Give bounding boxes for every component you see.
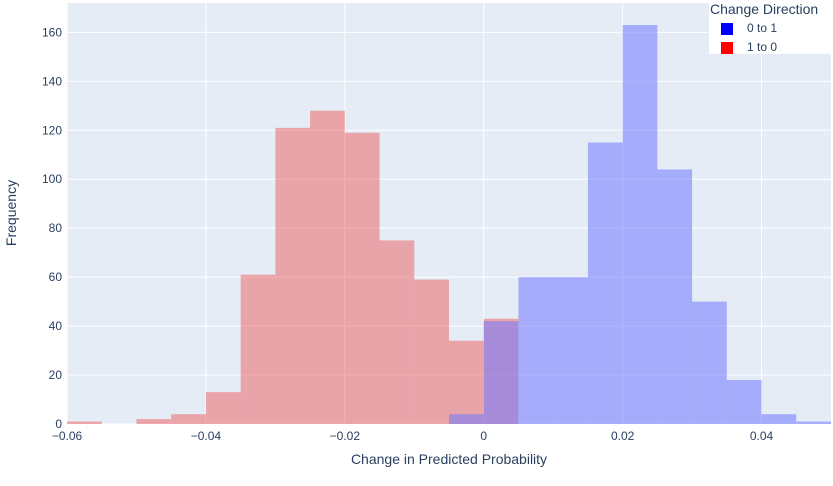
bar-1-to-0[interactable] [344, 132, 380, 424]
bar-1-to-0[interactable] [310, 110, 345, 424]
y-tick-label: 120 [42, 123, 62, 137]
x-tick-label: −0.02 [330, 429, 361, 443]
bar-1-to-0[interactable] [414, 279, 449, 424]
legend[interactable]: Change Direction 0 to 1 1 to 0 [709, 0, 833, 54]
bar-0-to-1[interactable] [761, 414, 797, 424]
x-axis-title: Change in Predicted Probability [350, 451, 548, 467]
bar-0-to-1[interactable] [692, 301, 727, 424]
bar-1-to-0[interactable] [67, 421, 102, 424]
legend-title: Change Direction [710, 1, 819, 17]
legend-swatch-0-to-1 [721, 23, 733, 35]
y-tick-label: 80 [49, 221, 63, 235]
bar-0-to-1[interactable] [587, 142, 623, 424]
legend-label-1-to-0: 1 to 0 [747, 40, 778, 54]
y-tick-label: 20 [49, 368, 63, 382]
bar-1-to-0[interactable] [205, 392, 241, 424]
y-tick-label: 100 [42, 172, 62, 186]
bar-0-to-1[interactable] [796, 421, 831, 424]
x-tick-label: −0.06 [52, 429, 83, 443]
x-axis-ticks: −0.06 −0.04 −0.02 0 0.02 0.04 [52, 429, 774, 443]
y-axis-ticks: 0 20 40 60 80 100 120 140 160 [42, 25, 62, 431]
bar-0-to-1[interactable] [553, 277, 588, 424]
bar-0-to-1[interactable] [449, 414, 484, 424]
y-tick-label: 0 [55, 417, 62, 431]
x-tick-label: 0.04 [750, 429, 774, 443]
bar-0-to-1[interactable] [483, 321, 519, 424]
bar-1-to-0[interactable] [240, 274, 276, 424]
y-tick-label: 140 [42, 74, 62, 88]
bar-1-to-0[interactable] [449, 340, 484, 424]
legend-swatch-1-to-0 [721, 42, 733, 54]
bar-0-to-1[interactable] [518, 277, 554, 424]
bar-1-to-0[interactable] [171, 414, 206, 424]
x-tick-label: 0.02 [611, 429, 635, 443]
x-tick-label: −0.04 [191, 429, 222, 443]
bar-1-to-0[interactable] [136, 419, 172, 424]
histogram-bars [67, 25, 831, 425]
y-axis-title: Frequency [3, 179, 19, 246]
y-tick-label: 160 [42, 25, 62, 39]
legend-label-0-to-1: 0 to 1 [747, 21, 778, 35]
y-tick-label: 60 [49, 270, 63, 284]
y-tick-label: 40 [49, 319, 63, 333]
bar-0-to-1[interactable] [657, 169, 693, 424]
x-tick-label: 0 [480, 429, 487, 443]
bar-1-to-0[interactable] [275, 127, 311, 425]
bar-0-to-1[interactable] [726, 379, 762, 424]
bar-0-to-1[interactable] [622, 25, 658, 424]
bar-1-to-0[interactable] [379, 240, 415, 424]
